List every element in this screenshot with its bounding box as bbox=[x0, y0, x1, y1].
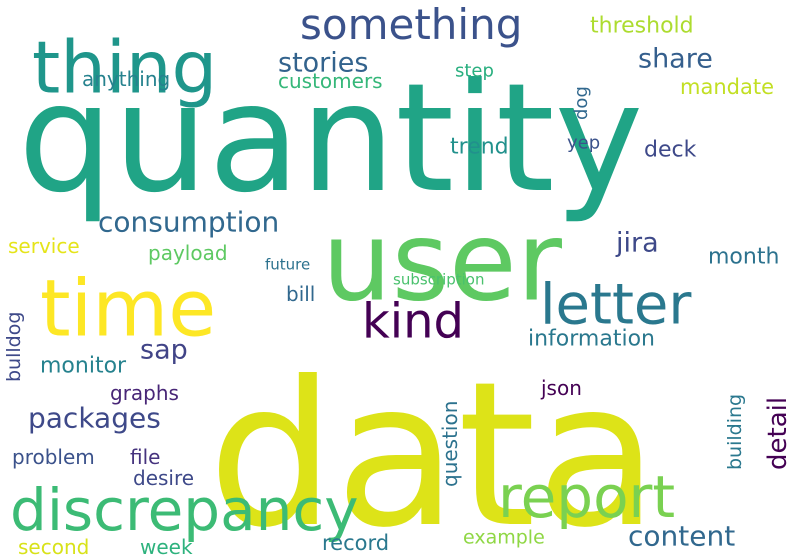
word-stories: stories bbox=[278, 47, 369, 79]
word-service: service bbox=[8, 233, 80, 258]
word-consumption: consumption bbox=[98, 205, 280, 239]
word-user: user bbox=[322, 197, 562, 326]
word-detail: detail bbox=[763, 396, 793, 470]
word-time: time bbox=[40, 264, 217, 355]
word-discrepancy: discrepancy bbox=[10, 475, 359, 544]
word-json: json bbox=[541, 375, 582, 400]
word-kind: kind bbox=[362, 293, 465, 350]
word-desire: desire bbox=[133, 465, 195, 490]
word-mandate: mandate bbox=[680, 75, 774, 100]
word-monitor: monitor bbox=[40, 353, 127, 379]
word-report: report bbox=[498, 462, 676, 531]
word-thing: thing bbox=[32, 25, 218, 110]
word-building: building bbox=[724, 393, 746, 470]
word-trend: trend bbox=[450, 134, 509, 160]
word-file: file bbox=[130, 444, 161, 469]
word-payload: payload bbox=[148, 240, 228, 265]
word-graphs: graphs bbox=[110, 380, 179, 405]
word-bulldog: bulldog bbox=[3, 311, 25, 382]
word-month: month bbox=[708, 244, 780, 270]
word-subscription: subscription bbox=[393, 270, 485, 289]
word-dog: dog bbox=[571, 86, 592, 120]
word-yep: yep bbox=[567, 132, 601, 154]
word-deck: deck bbox=[644, 137, 697, 163]
word-week: week bbox=[140, 534, 193, 559]
word-question: question bbox=[438, 400, 462, 487]
word-packages: packages bbox=[28, 401, 161, 435]
word-data: data bbox=[208, 339, 659, 560]
word-quantity: quantity bbox=[18, 52, 644, 226]
word-customers: customers bbox=[278, 68, 383, 93]
word-share: share bbox=[638, 43, 713, 75]
word-threshold: threshold bbox=[590, 13, 694, 39]
word-letter: letter bbox=[540, 272, 692, 338]
word-anything: anything bbox=[82, 66, 171, 91]
word-sap: sap bbox=[140, 334, 188, 366]
word-something: something bbox=[300, 0, 523, 50]
word-information: information bbox=[528, 326, 655, 352]
word-second: second bbox=[18, 534, 90, 559]
word-problem: problem bbox=[12, 444, 95, 469]
word-step: step bbox=[455, 60, 494, 82]
word-record: record bbox=[322, 531, 390, 556]
word-example: example bbox=[463, 526, 545, 549]
word-bill: bill bbox=[286, 281, 316, 306]
word-content: content bbox=[628, 519, 736, 553]
word-jira: jira bbox=[616, 227, 659, 259]
word-future: future bbox=[265, 255, 311, 274]
